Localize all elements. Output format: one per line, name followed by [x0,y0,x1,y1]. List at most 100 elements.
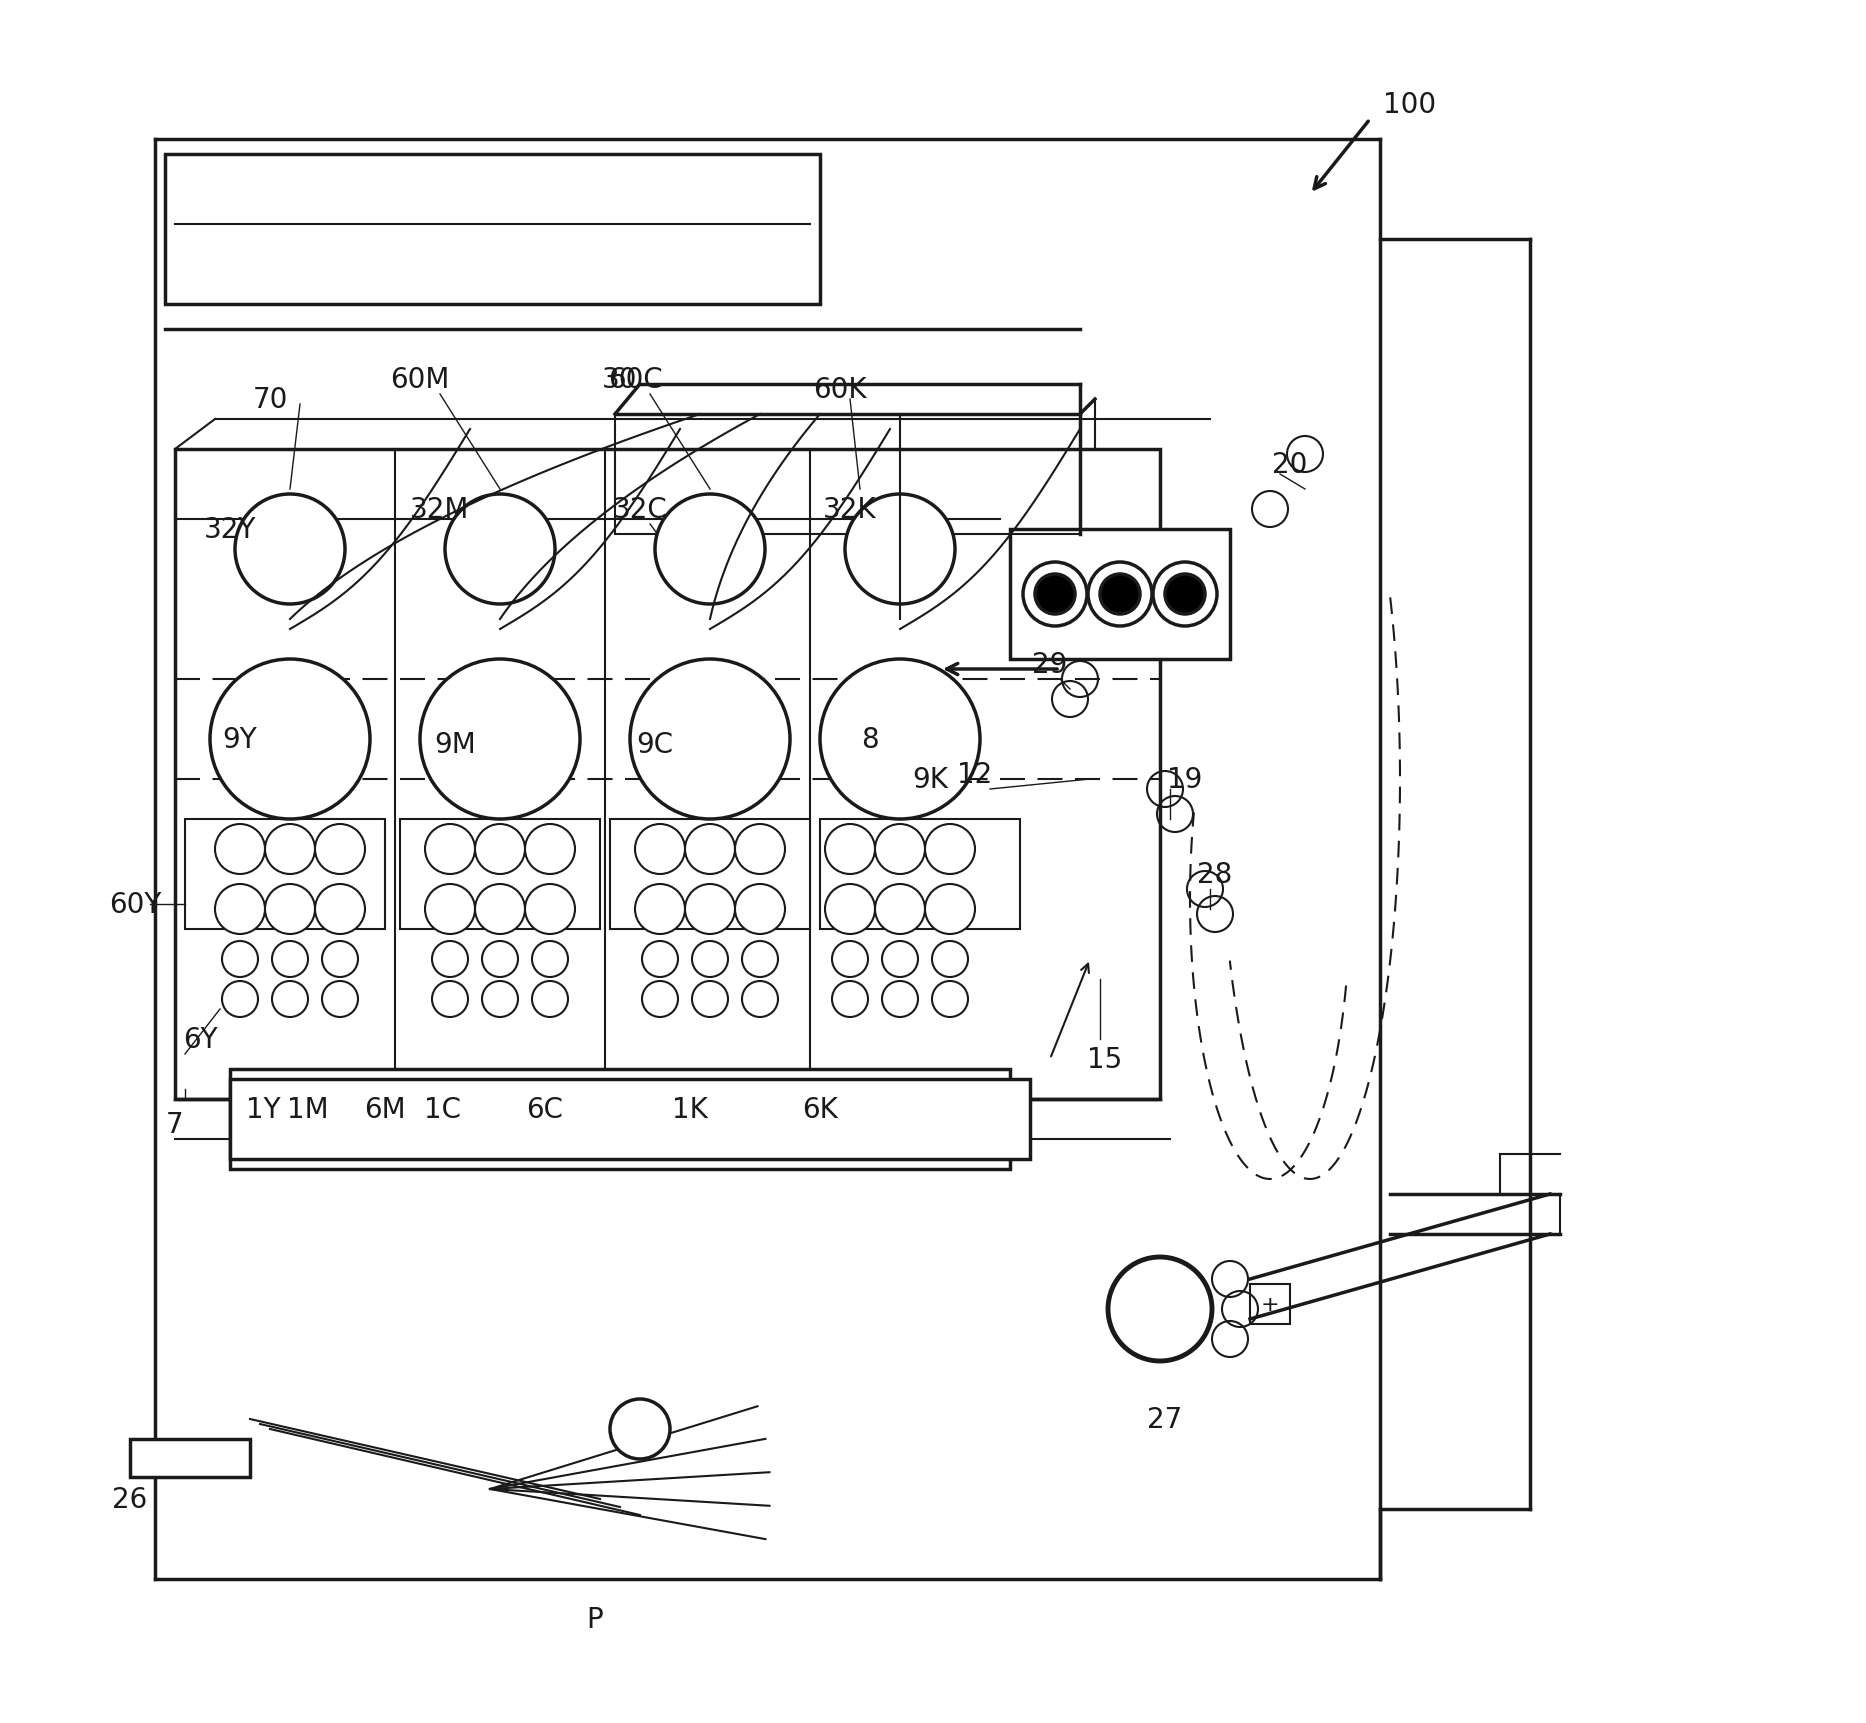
Circle shape [685,825,735,875]
Bar [1010,529,1230,660]
Bar [1250,1284,1289,1325]
Circle shape [1023,563,1088,627]
Text: 9M: 9M [435,731,476,758]
Circle shape [743,941,778,977]
Circle shape [1088,563,1151,627]
Text: 60C: 60C [608,365,662,395]
Text: 8: 8 [862,725,879,753]
Circle shape [481,982,519,1017]
Bar [230,1079,1030,1160]
Text: 12: 12 [957,760,993,789]
Circle shape [222,982,258,1017]
Circle shape [875,884,926,934]
Bar [175,450,1161,1099]
Circle shape [272,982,308,1017]
Circle shape [692,941,728,977]
Text: 1Y: 1Y [246,1096,280,1123]
Text: 28: 28 [1198,860,1233,889]
Text: 26: 26 [112,1485,147,1513]
Circle shape [222,941,258,977]
Circle shape [1164,575,1205,615]
Circle shape [235,495,345,605]
Circle shape [215,825,265,875]
Circle shape [1036,575,1075,615]
Text: 9C: 9C [636,731,674,758]
Circle shape [265,884,315,934]
Circle shape [425,884,476,934]
Text: 60M: 60M [390,365,450,395]
Circle shape [476,825,524,875]
Circle shape [685,884,735,934]
Text: 9Y: 9Y [222,725,258,753]
Circle shape [315,884,366,934]
Text: P: P [586,1606,603,1633]
Circle shape [825,825,875,875]
Circle shape [265,825,315,875]
Circle shape [931,941,968,977]
Text: 32Y: 32Y [203,515,256,544]
Circle shape [532,941,567,977]
Circle shape [272,941,308,977]
Text: 32C: 32C [612,496,668,524]
Circle shape [642,941,677,977]
Circle shape [476,884,524,934]
Circle shape [832,941,868,977]
Bar [399,820,601,929]
Text: 9K: 9K [912,765,948,794]
Text: 29: 29 [1032,651,1067,679]
Circle shape [425,825,476,875]
Text: 20: 20 [1273,451,1308,479]
Text: +: + [1261,1294,1280,1315]
Circle shape [532,982,567,1017]
Text: 1K: 1K [672,1096,707,1123]
Text: 1C: 1C [424,1096,461,1123]
Text: 6K: 6K [802,1096,838,1123]
Circle shape [610,1399,670,1459]
Circle shape [433,941,468,977]
Text: 60K: 60K [814,376,868,403]
Circle shape [692,982,728,1017]
Circle shape [926,884,976,934]
Circle shape [433,982,468,1017]
Bar [131,1439,250,1477]
Circle shape [524,884,575,934]
Circle shape [323,982,358,1017]
Circle shape [832,982,868,1017]
Circle shape [323,941,358,977]
Circle shape [655,495,765,605]
Text: 32M: 32M [411,496,470,524]
Text: 27: 27 [1148,1406,1183,1434]
Bar [819,820,1021,929]
Circle shape [215,884,265,934]
Circle shape [1099,575,1140,615]
Text: 6Y: 6Y [183,1025,216,1053]
Text: 15: 15 [1088,1046,1123,1073]
Circle shape [481,941,519,977]
Circle shape [883,982,918,1017]
Circle shape [875,825,926,875]
Circle shape [444,495,554,605]
Text: 19: 19 [1168,765,1204,794]
Text: 60Y: 60Y [108,891,160,918]
Circle shape [883,941,918,977]
Bar [230,1070,1010,1170]
Text: 30: 30 [603,365,638,395]
Circle shape [420,660,580,820]
Circle shape [735,825,786,875]
Circle shape [1153,563,1217,627]
Bar [610,820,810,929]
Text: 100: 100 [1383,91,1437,119]
Circle shape [211,660,369,820]
Text: 70: 70 [252,386,287,414]
Circle shape [634,884,685,934]
Circle shape [642,982,677,1017]
Circle shape [819,660,980,820]
Text: 6M: 6M [364,1096,405,1123]
Text: 6C: 6C [526,1096,564,1123]
Circle shape [524,825,575,875]
Circle shape [735,884,786,934]
Circle shape [1108,1258,1213,1361]
Circle shape [926,825,976,875]
Text: 1M: 1M [287,1096,328,1123]
Circle shape [825,884,875,934]
